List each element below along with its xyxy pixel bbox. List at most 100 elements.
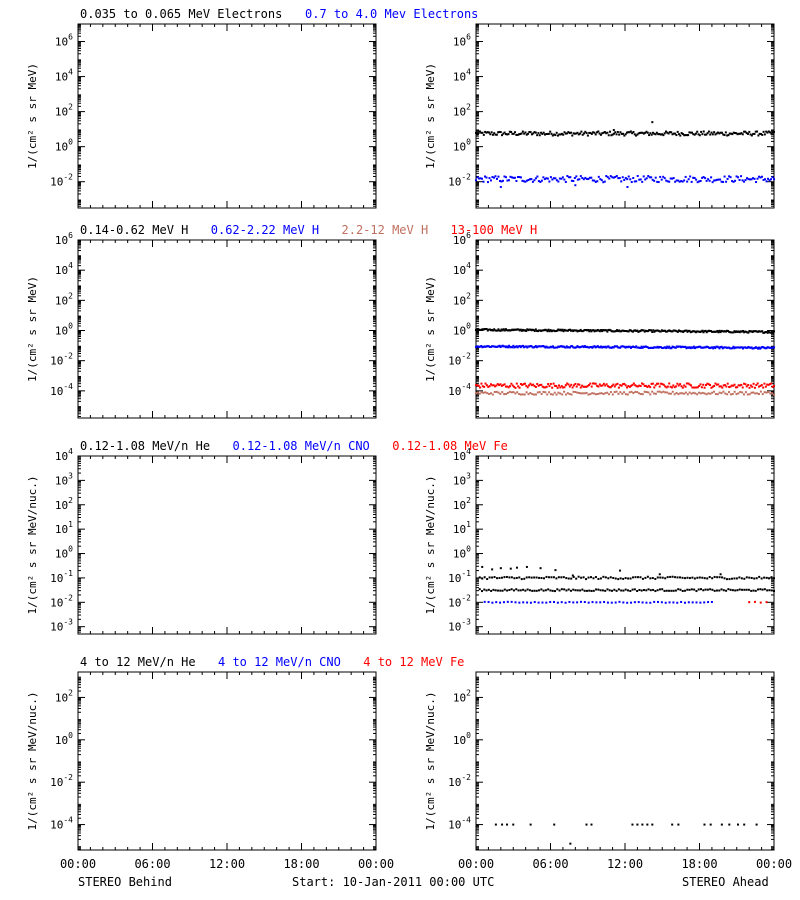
data-point [534,345,537,348]
data-point [726,134,729,137]
data-point [631,383,634,386]
data-point [663,132,666,135]
data-point [608,386,611,389]
data-point [624,133,627,136]
data-point [700,130,703,133]
data-point [509,329,512,332]
data-point [624,588,627,591]
data-point [705,133,708,136]
data-point [738,384,741,387]
data-point [752,330,755,333]
data-point [656,180,659,183]
data-point [760,330,763,333]
data-point [720,131,723,134]
data-point [475,179,477,182]
x-tick-label: 18:00 [283,857,319,871]
data-point [585,578,588,581]
data-point [651,330,654,333]
data-point [623,345,626,348]
data-point [631,823,634,826]
data-point [555,577,558,580]
x-tick-label: 06:00 [532,857,568,871]
data-point [727,134,730,137]
data-point [679,383,682,386]
data-point [536,134,539,137]
data-point [499,185,502,188]
data-point [480,382,483,385]
data-point [611,133,614,136]
data-point [645,130,648,133]
data-point [535,329,538,332]
data-point [749,133,752,136]
data-point [502,328,505,331]
data-point [750,589,753,592]
footer-right-label: STEREO Ahead [682,875,769,889]
data-point [586,329,589,332]
data-point [752,391,755,394]
data-point [658,588,661,591]
data-point [579,589,582,592]
data-point [496,383,499,386]
data-point [753,600,756,603]
data-point [665,179,668,182]
data-point [708,330,711,333]
data-point [481,577,484,580]
data-point [630,384,633,387]
data-point [481,565,484,568]
data-point [685,382,688,385]
data-point [573,132,576,135]
data-point [576,589,579,592]
plot-frame [475,455,775,635]
data-point [565,345,568,348]
data-point [587,384,590,387]
y-tick-label: 100 [453,545,471,561]
data-point [705,179,708,182]
data-point [602,181,605,184]
data-point [514,328,517,331]
data-point [711,181,714,184]
data-point [530,178,533,181]
x-tick-label: 00:00 [458,857,494,871]
data-point [485,345,488,348]
data-point [662,175,665,178]
data-point [751,331,754,334]
data-point [660,601,663,604]
data-point [489,392,492,395]
data-point [560,132,563,135]
data-point [509,385,512,388]
data-point [495,390,498,393]
data-point [519,382,522,385]
data-point [765,601,768,604]
y-tick-label: 10-2 [50,773,73,789]
data-point [475,384,477,387]
data-point [531,328,534,331]
data-point [647,588,650,591]
y-tick-label: 100 [453,322,471,338]
data-point [551,178,554,181]
data-point [762,178,765,181]
data-point [655,329,658,332]
data-point [476,345,479,348]
data-point [552,329,555,332]
data-point [632,576,635,579]
data-point [479,386,482,389]
data-point [529,345,532,348]
data-point [549,601,552,604]
data-point [686,346,689,349]
data-point [592,345,595,348]
data-point [585,328,588,331]
data-point [504,393,507,396]
data-point [745,346,748,349]
data-point [751,385,754,388]
data-point [493,576,496,579]
data-point [495,384,498,387]
data-point [634,329,637,332]
data-point [502,601,505,604]
data-point [518,576,521,579]
data-point [763,391,766,394]
data-point [672,589,675,592]
data-point [511,346,514,349]
data-point [501,391,504,394]
data-point [503,576,506,579]
y-tick-label: 10-1 [50,569,73,585]
